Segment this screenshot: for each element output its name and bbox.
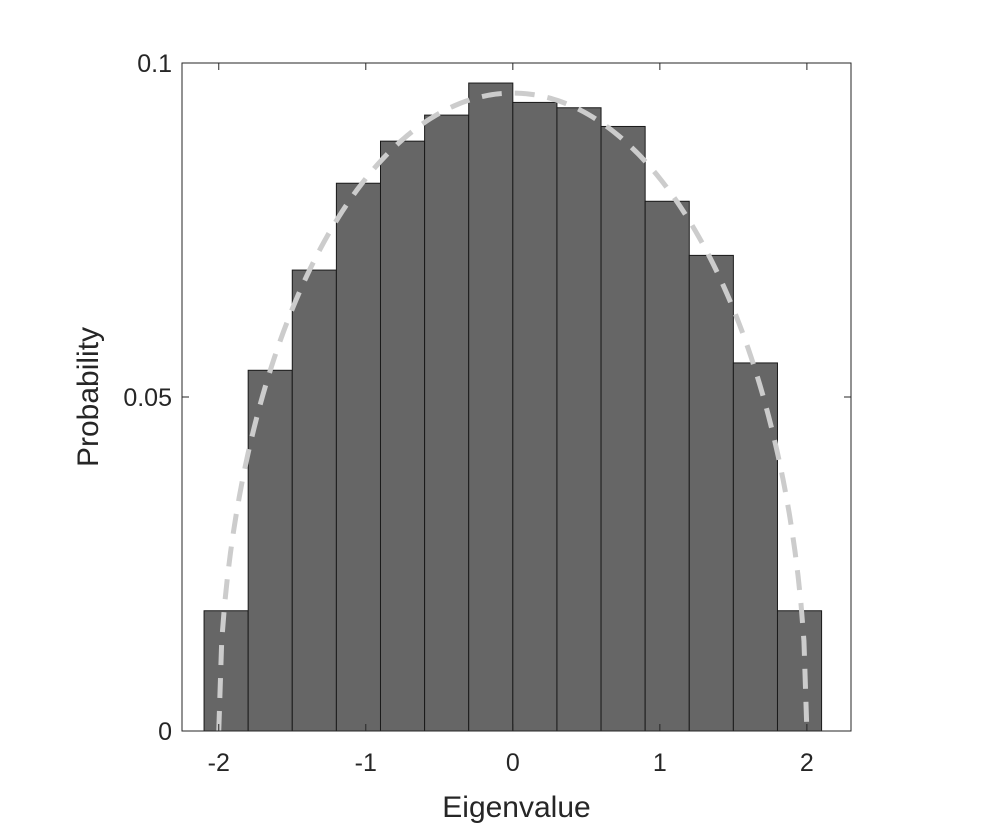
histogram-bar xyxy=(424,114,470,732)
histogram-bar xyxy=(335,182,381,732)
y-axis-label: Probability xyxy=(72,327,105,467)
semicircle-density-curve xyxy=(216,90,810,732)
x-tick-label: 1 xyxy=(653,749,667,777)
x-axis-label: Eigenvalue xyxy=(442,791,590,824)
y-tick-label: 0 xyxy=(158,718,172,746)
histogram-bar xyxy=(379,140,426,732)
y-axis-ticks: 0 0.05 0.1 xyxy=(123,50,851,746)
x-tick-label: -1 xyxy=(355,749,377,777)
histogram-bar xyxy=(291,269,337,732)
histogram-bar xyxy=(600,125,646,732)
histogram-bar xyxy=(776,610,823,732)
x-tick-label: 0 xyxy=(506,749,520,777)
x-tick-label: 2 xyxy=(800,749,814,777)
histogram-bar xyxy=(203,610,249,732)
histogram-bar xyxy=(644,200,690,732)
histogram-bar xyxy=(512,101,558,732)
x-tick-label: -2 xyxy=(208,749,230,777)
y-tick-label: 0.1 xyxy=(137,50,172,78)
histogram-bar xyxy=(688,254,734,732)
y-tick-label: 0.05 xyxy=(123,384,172,412)
x-axis-ticks: -2 -1 0 1 2 xyxy=(208,63,814,777)
histogram-bar xyxy=(556,107,602,732)
histogram-bar xyxy=(468,82,514,732)
